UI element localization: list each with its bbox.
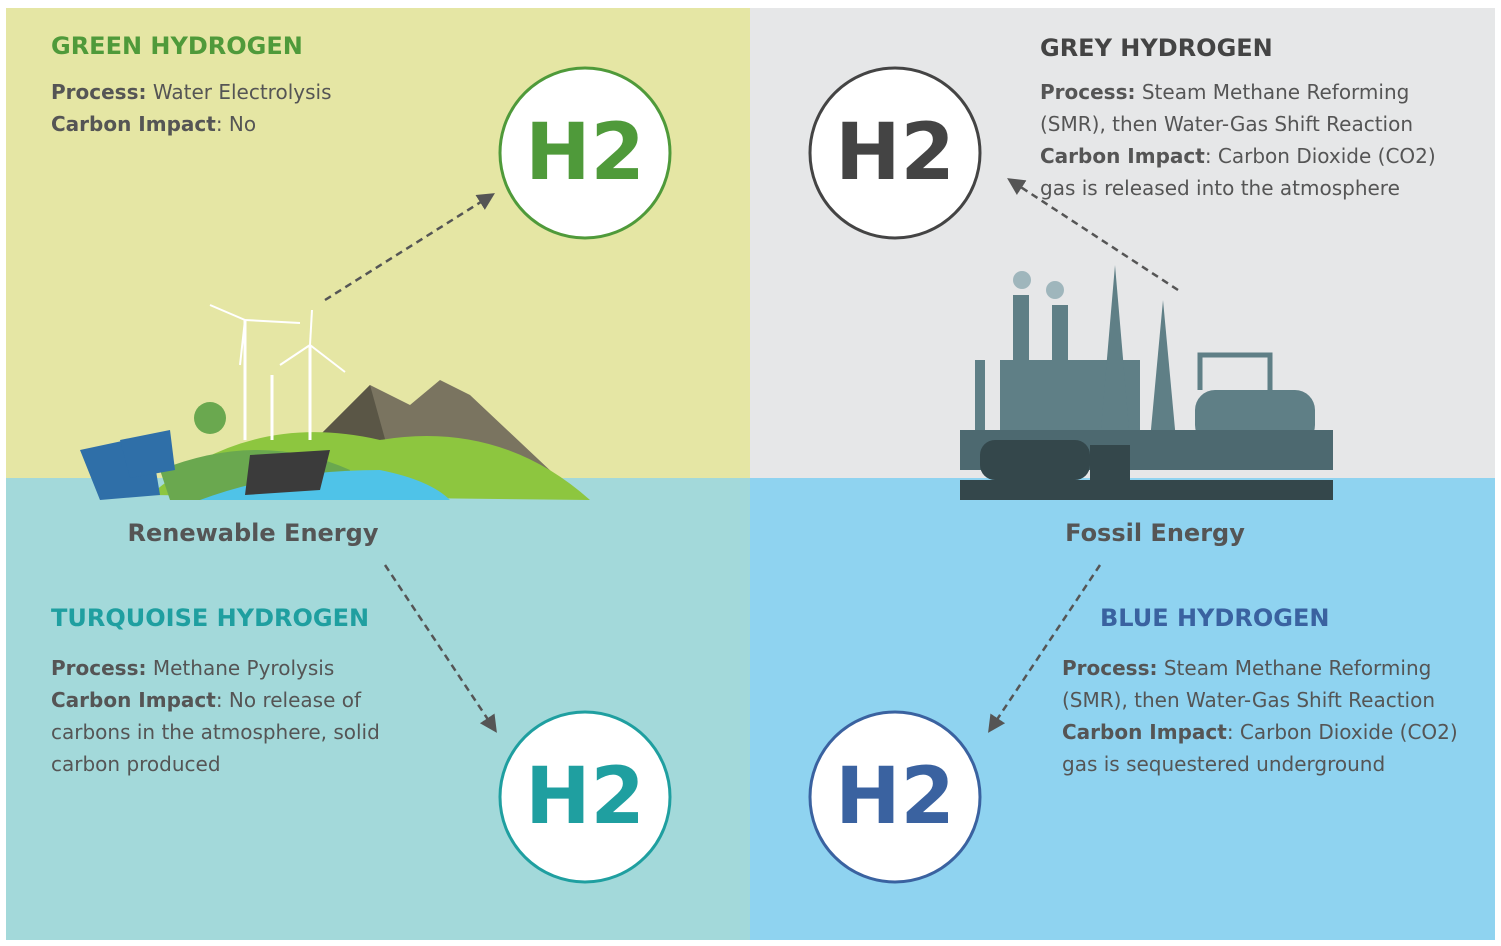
impact: : No (216, 112, 256, 136)
impact-label: Carbon Impact (51, 688, 216, 712)
quadrant-title: BLUE HYDROGEN (1100, 604, 1329, 632)
process: Water Electrolysis (153, 80, 332, 104)
impact-label: Carbon Impact (1062, 720, 1227, 744)
quadrant-body: Process: Steam Methane Reforming (SMR), … (1062, 652, 1487, 780)
process-line: Process: Steam Methane Reforming (SMR), … (1040, 76, 1465, 140)
source-label: Fossil Energy (995, 519, 1315, 547)
process-line: Process: Methane Pyrolysis (51, 652, 421, 684)
page: GREEN HYDROGEN Process: Water Electrolys… (0, 0, 1501, 946)
impact-line: Carbon Impact: Carbon Dioxide (CO2) gas … (1040, 140, 1465, 204)
quadrant-title: TURQUOISE HYDROGEN (51, 604, 369, 632)
quadrant-title: GREY HYDROGEN (1040, 34, 1273, 62)
h2-badge: H2 (810, 712, 980, 882)
quadrant-title: GREEN HYDROGEN (51, 32, 303, 60)
h2-badge: H2 (500, 68, 670, 238)
process-label: Process: (51, 656, 147, 680)
process-label: Process: (1062, 656, 1158, 680)
process-label: Process: (51, 80, 147, 104)
process: Methane Pyrolysis (153, 656, 334, 680)
impact-line: Carbon Impact: No (51, 108, 451, 140)
quadrant-body: Process: Steam Methane Reforming (SMR), … (1040, 76, 1465, 204)
impact-label: Carbon Impact (51, 112, 216, 136)
h2-badge: H2 (500, 712, 670, 882)
impact-line: Carbon Impact: Carbon Dioxide (CO2) gas … (1062, 716, 1487, 780)
h2-badge: H2 (810, 68, 980, 238)
process-label: Process: (1040, 80, 1136, 104)
quadrant-body: Process: Methane Pyrolysis Carbon Impact… (51, 652, 421, 780)
impact-line: Carbon Impact: No release of carbons in … (51, 684, 421, 780)
impact-label: Carbon Impact (1040, 144, 1205, 168)
process-line: Process: Steam Methane Reforming (SMR), … (1062, 652, 1487, 716)
process-line: Process: Water Electrolysis (51, 76, 451, 108)
source-label: Renewable Energy (93, 519, 413, 547)
quadrant-body: Process: Water Electrolysis Carbon Impac… (51, 76, 451, 140)
